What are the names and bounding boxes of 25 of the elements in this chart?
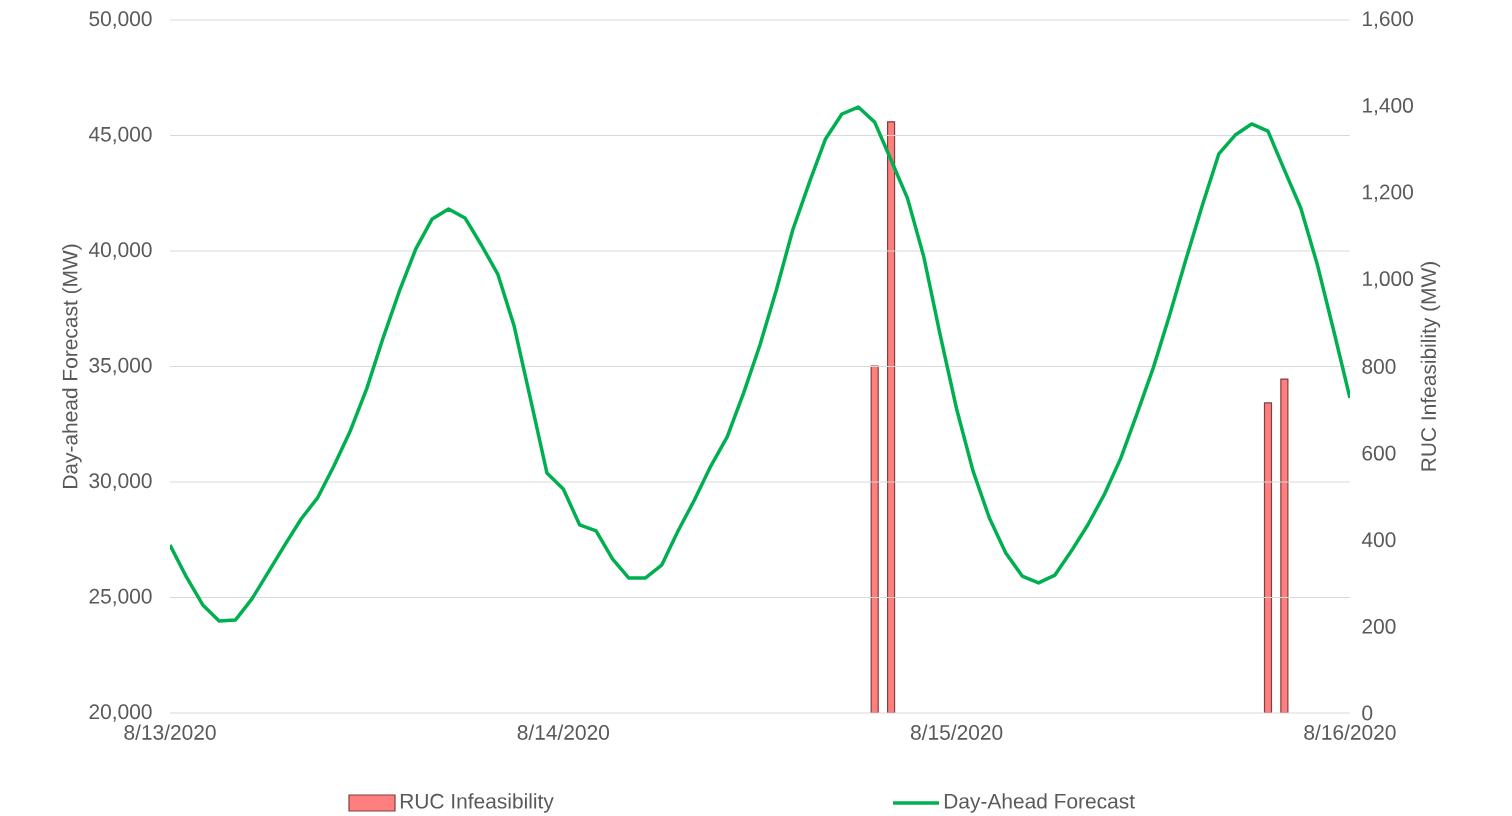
y2-tick-label: 800	[1362, 359, 1396, 374]
x-tick-label: 8/13/2020	[124, 724, 216, 740]
y2-tick-label: 0	[1362, 705, 1373, 721]
y2-tick-label: 400	[1361, 532, 1396, 548]
legend-label: RUC Infeasibility	[400, 793, 554, 813]
y-tick-label: 40,000	[88, 242, 152, 260]
x-tick-label: 8/14/2020	[517, 724, 610, 740]
y2-axis-title: RUC Infeasibility (MW)	[1420, 262, 1441, 471]
y2-tick-label: 1,200	[1363, 184, 1413, 202]
y2-tick-label: 200	[1362, 618, 1396, 634]
y2-tick-label: 1,400	[1363, 97, 1413, 116]
x-tick-label: 8/15/2020	[910, 724, 1003, 740]
line-series	[170, 105, 1350, 623]
y-tick-label: 30,000	[89, 473, 152, 491]
y-tick-label: 35,000	[89, 357, 152, 376]
y2-tick-label: 1,600	[1363, 11, 1413, 29]
y2-tick-label: 1,000	[1363, 271, 1413, 289]
y-tick-label: 25,000	[89, 588, 152, 607]
x-tick-label: 8/16/2020	[1304, 724, 1396, 740]
y-tick-label: 20,000	[89, 704, 152, 722]
y-axis-title: Day-ahead Forecast (MW)	[62, 244, 82, 489]
y-tick-label: 50,000	[89, 11, 152, 29]
y2-tick-label: 600	[1362, 445, 1396, 461]
y-tick-label: 45,000	[88, 126, 152, 145]
legend-label: Day-Ahead Forecast	[944, 793, 1135, 813]
